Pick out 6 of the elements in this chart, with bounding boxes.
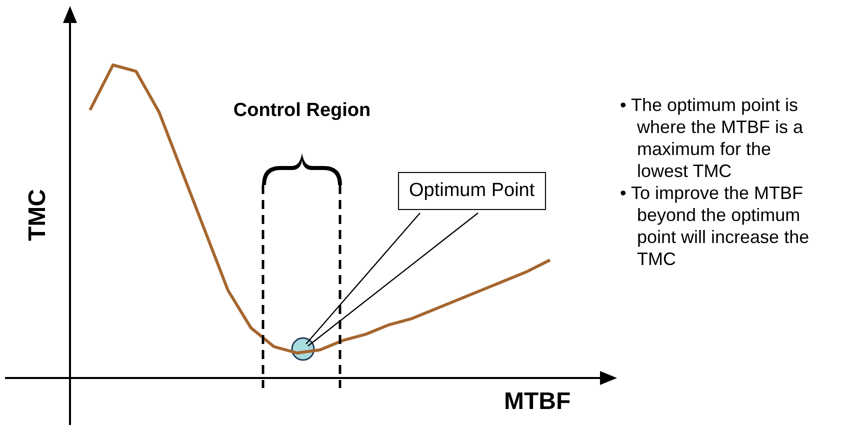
text: • The optimum point is where the MTBF is a maximum for the lowest TMC <box>620 94 804 182</box>
annotation: Optimum Point <box>398 172 546 210</box>
y-axis-title: TMC <box>24 189 52 241</box>
annotation: Control Region <box>233 100 371 122</box>
x-axis-title: MTBF <box>504 388 571 416</box>
text: • To improve the MTBF beyond the optimum point will increase the TMC <box>620 182 810 270</box>
